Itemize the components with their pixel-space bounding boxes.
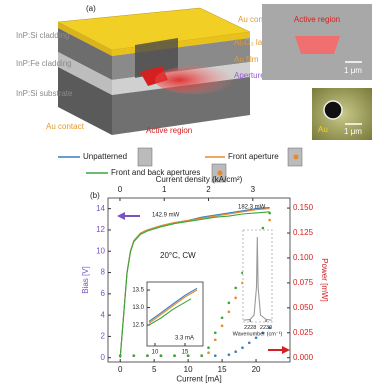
point: [248, 341, 251, 344]
figure: (a) Au contact InP:Si cladding InP:Fe cl…: [0, 0, 374, 388]
y-tick-label: 8: [101, 268, 106, 277]
y-tick-label: 10: [96, 246, 105, 255]
annotation: 20°C, CW: [160, 251, 196, 260]
point: [234, 297, 237, 300]
point: [228, 353, 231, 356]
y-tick-label: 14: [96, 204, 105, 213]
point: [146, 354, 149, 357]
legend-entry: Unpatterned: [83, 152, 127, 161]
y-tick-label: 13.5: [132, 288, 144, 294]
y2-tick-label: 0.100: [293, 253, 314, 262]
annotation: 3.3 mA: [175, 336, 194, 342]
point: [133, 354, 136, 357]
label: InP:Si cladding: [16, 31, 69, 40]
y2-tick-label: 0.150: [293, 203, 314, 212]
x2-tick-label: 3: [251, 185, 256, 194]
arrow: [117, 212, 140, 220]
page: (a) Au contact InP:Si cladding InP:Fe cl…: [0, 0, 374, 388]
legend-entry: Front aperture: [228, 152, 279, 161]
label: InP:Fe cladding: [16, 59, 72, 68]
label: Active region: [146, 126, 192, 135]
label: InP:Si substrate: [16, 89, 73, 98]
x-axis-title: Current [mA]: [176, 375, 221, 384]
y2-tick-label: 0.075: [293, 278, 314, 287]
x-tick-label: 10: [152, 350, 159, 356]
x-tick-label: 0: [118, 365, 123, 374]
annotation: 142.9 mW: [152, 213, 180, 219]
x-tick-label: 5: [152, 365, 157, 374]
point: [241, 346, 244, 349]
y2-tick-label: 0.050: [293, 303, 314, 312]
y-tick-label: 6: [101, 289, 106, 298]
point: [214, 354, 217, 357]
point: [214, 331, 217, 334]
y-tick-label: 13.0: [132, 305, 144, 311]
point: [119, 354, 122, 357]
point: [207, 346, 210, 349]
point: [268, 219, 271, 222]
x-tick-label: 20: [252, 365, 261, 374]
y-tick-label: 4: [101, 310, 106, 319]
x2-tick-label: 0: [118, 185, 123, 194]
y2-axis-title: Power [mW]: [320, 258, 329, 302]
inset-label: Au: [318, 125, 328, 134]
device-block: [58, 8, 250, 135]
point: [200, 354, 203, 357]
x-tick-label: 15: [218, 365, 227, 374]
point: [234, 350, 237, 353]
inset-title: Active region: [294, 15, 340, 24]
x-tick-label: 15: [182, 350, 189, 356]
point: [221, 317, 224, 320]
y-tick-label: 0: [101, 353, 106, 362]
point: [173, 354, 176, 357]
point: [268, 212, 271, 215]
arrow: [268, 346, 290, 354]
inset-bottom: Au 1 μm: [312, 88, 372, 140]
label: Aperture: [234, 71, 265, 80]
y-tick-label: 12: [96, 225, 105, 234]
scale: 1 μm: [344, 127, 362, 136]
point: [228, 311, 231, 314]
y2-tick-label: 0.025: [293, 328, 314, 337]
annotation: 182.3 mW: [238, 205, 266, 211]
point: [207, 351, 210, 354]
inset-top: Active region 1 μm: [262, 4, 372, 80]
y-tick-label: 2: [101, 332, 106, 341]
x2-tick-label: 1: [162, 185, 167, 194]
point: [160, 354, 163, 357]
panel-label: (a): [86, 4, 96, 13]
scale: 1 μm: [344, 66, 362, 75]
y-tick-label: 12.5: [132, 323, 144, 329]
label: Au film: [234, 55, 259, 64]
x-tick-label: 2228: [244, 325, 256, 331]
panel-label: (b): [90, 191, 100, 200]
point: [234, 287, 237, 290]
x-tick-label: 10: [184, 365, 193, 374]
y2-tick-label: 0.000: [293, 353, 314, 362]
point: [221, 324, 224, 327]
point: [228, 302, 231, 305]
x-tick-label: 2230: [260, 325, 272, 331]
x2-tick-label: 2: [206, 185, 211, 194]
label: Au contact: [46, 122, 85, 131]
y2-tick-label: 0.125: [293, 228, 314, 237]
x2-axis-title: Current density (kA/cm²): [156, 175, 243, 184]
point: [262, 227, 265, 230]
x-axis-title: Wavenumber (cm⁻¹): [233, 332, 283, 338]
y-axis-title: Bias [V]: [81, 266, 90, 294]
point: [214, 338, 217, 341]
